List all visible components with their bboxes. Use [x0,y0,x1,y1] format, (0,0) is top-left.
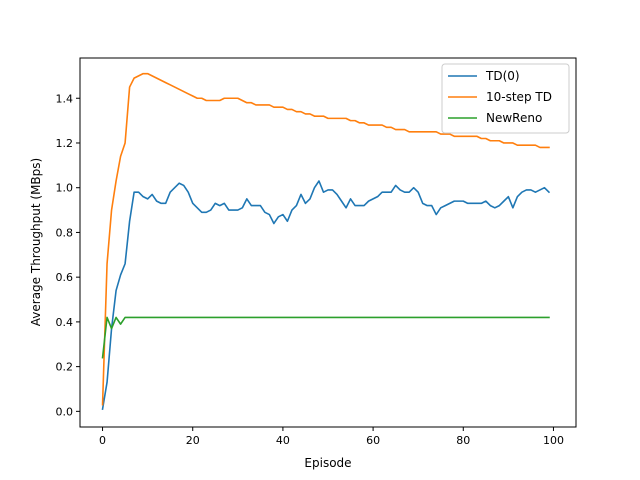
y-tick-label: 1.2 [56,137,74,150]
x-tick-label: 40 [276,434,290,447]
y-tick-label: 0.8 [56,226,74,239]
y-tick-label: 0.4 [56,316,74,329]
y-tick-label: 0.0 [56,405,74,418]
y-tick-label: 0.6 [56,271,74,284]
legend: TD(0) 10-step TD NewReno [441,63,570,134]
series-line-newreno [101,316,550,359]
legend-label: NewReno [486,111,542,125]
legend-box [441,63,570,134]
y-tick-label: 0.2 [56,361,74,374]
y-tick-label: 1.4 [56,92,74,105]
x-tick-label: 20 [186,434,200,447]
legend-label: 10-step TD [486,90,552,104]
plot-frame [79,57,577,428]
series-line-10-step-td [101,72,550,406]
y-tick-label: 1.0 [56,182,74,195]
x-axis-label: Episode [304,456,351,470]
x-tick-label: 60 [366,434,380,447]
legend-label: TD(0) [485,69,520,83]
x-tick-label: 100 [543,434,564,447]
x-axis-ticks: 0 20 40 60 80 100 [99,427,564,447]
plot-lines [101,72,551,411]
y-axis-ticks: 0.0 0.2 0.4 0.6 0.8 1.0 1.2 1.4 [56,92,80,418]
y-axis-label: Average Throughput (MBps) [29,158,43,326]
x-tick-label: 80 [456,434,470,447]
x-tick-label: 0 [99,434,106,447]
series-line-td-0 [101,180,551,411]
